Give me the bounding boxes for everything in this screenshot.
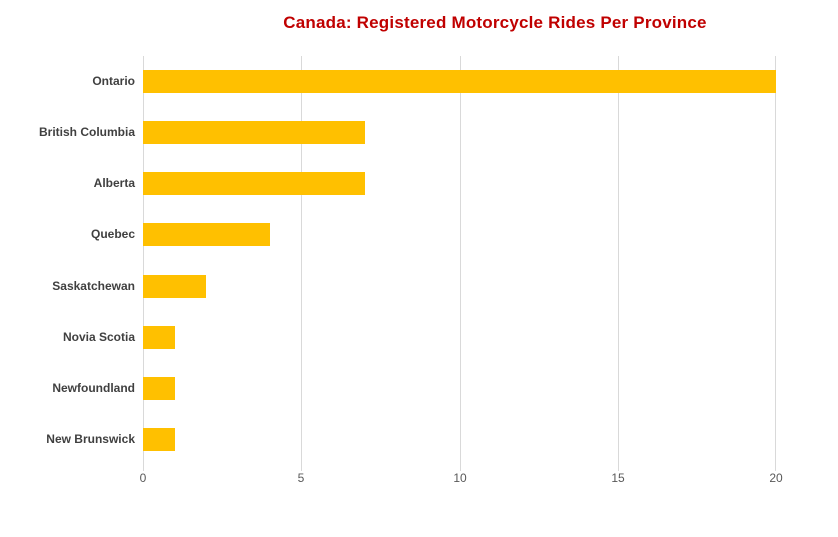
gridline bbox=[460, 56, 461, 465]
category-label: Novia Scotia bbox=[62, 330, 135, 344]
axis-tick bbox=[301, 465, 302, 471]
x-tick-label: 5 bbox=[297, 471, 305, 485]
category-label: Saskatchewan bbox=[52, 279, 135, 293]
category-label: Ontario bbox=[92, 74, 135, 88]
gridline bbox=[775, 56, 776, 465]
gridline bbox=[143, 56, 144, 465]
bar-ontario bbox=[143, 70, 776, 93]
bar-newfoundland bbox=[143, 377, 175, 400]
category-label: Alberta bbox=[93, 176, 135, 190]
bar-british-columbia bbox=[143, 121, 365, 144]
plot-area bbox=[143, 56, 776, 471]
x-tick-label: 15 bbox=[611, 471, 625, 485]
x-tick-label: 0 bbox=[139, 471, 147, 485]
x-tick-label: 10 bbox=[453, 471, 467, 485]
bar-quebec bbox=[143, 223, 270, 246]
bar-novia-scotia bbox=[143, 326, 175, 349]
axis-tick bbox=[618, 465, 619, 471]
category-label: British Columbia bbox=[38, 125, 135, 139]
category-label: Quebec bbox=[90, 227, 135, 241]
bar-saskatchewan bbox=[143, 275, 206, 298]
axis-tick bbox=[775, 465, 776, 471]
axis-tick bbox=[460, 465, 461, 471]
bar-new-brunswick bbox=[143, 428, 175, 451]
gridline bbox=[618, 56, 619, 465]
category-label: Newfoundland bbox=[52, 381, 135, 395]
axis-tick bbox=[143, 465, 144, 471]
gridline bbox=[301, 56, 302, 465]
chart-title: Canada: Registered Motorcycle Rides Per … bbox=[283, 13, 707, 32]
bar-alberta bbox=[143, 172, 365, 195]
x-tick-label: 20 bbox=[769, 471, 783, 485]
category-label: New Brunswick bbox=[46, 432, 135, 446]
